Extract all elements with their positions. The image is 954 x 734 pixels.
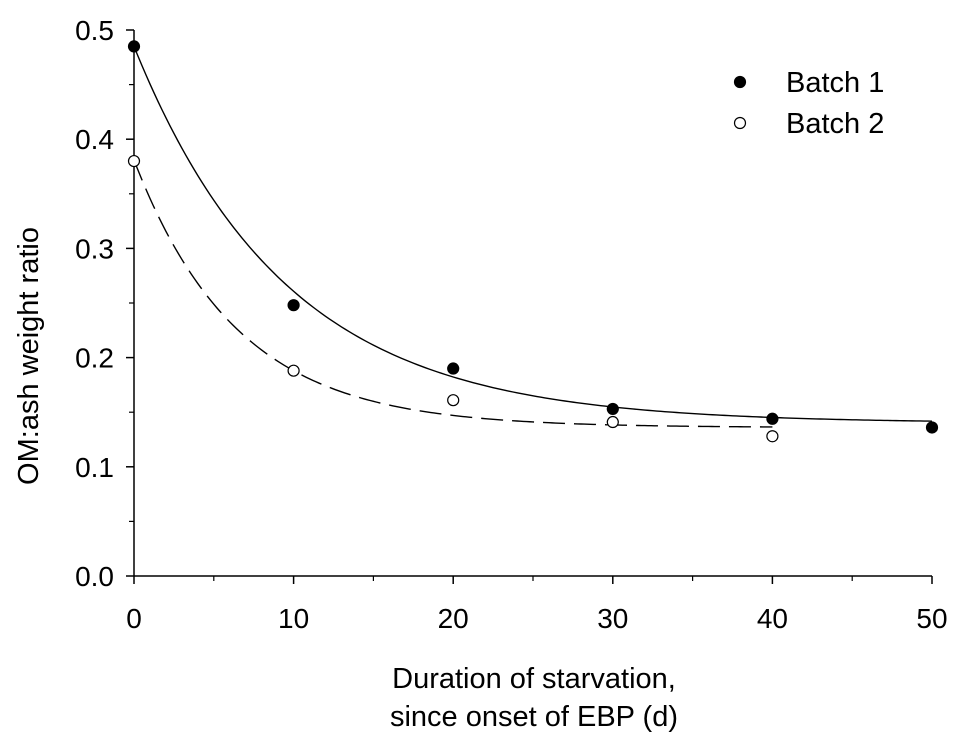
- data-point-series-2: [606, 415, 619, 429]
- x-tick-label: 20: [438, 603, 469, 634]
- x-axis-label-line-2: since onset of EBP (d): [390, 701, 678, 733]
- data-point-series-2: [127, 154, 141, 168]
- data-point-series-1: [127, 40, 141, 53]
- x-tick-label: 10: [278, 603, 309, 634]
- y-tick-label: 0.4: [75, 124, 114, 155]
- x-ticks: 0 10 20 30 40 50: [126, 576, 948, 634]
- fit-line-series-2: [133, 159, 773, 428]
- y-tick-label: 0.5: [75, 15, 114, 46]
- y-axis-label: OM:ash weight ratio: [13, 227, 45, 485]
- y-tick-label: 0.0: [75, 561, 114, 592]
- y-tick-label: 0.3: [75, 233, 114, 264]
- fit-line-series-1: [133, 46, 933, 422]
- data-point-series-2: [766, 430, 779, 443]
- x-tick-label: 40: [757, 603, 788, 634]
- data-point-series-1: [766, 412, 779, 425]
- x-tick-label: 0: [126, 603, 142, 634]
- legend-marker-batch-1: [733, 75, 747, 89]
- y-tick-label: 0.2: [75, 343, 114, 374]
- data-point-series-1: [287, 299, 300, 312]
- y-ticks: 0.0 0.1 0.2 0.3 0.4 0.5: [75, 15, 134, 592]
- data-point-series-1: [925, 421, 939, 434]
- fit-lines: [133, 46, 933, 428]
- legend-marker-batch-2: [733, 116, 747, 130]
- data-points: [127, 40, 939, 443]
- legend-label-batch-2: Batch 2: [786, 108, 884, 140]
- data-point-series-1: [447, 362, 460, 375]
- data-point-series-2: [287, 364, 300, 377]
- x-tick-label: 30: [597, 603, 628, 634]
- y-tick-label: 0.1: [75, 452, 114, 483]
- legend-label-batch-1: Batch 1: [786, 67, 884, 99]
- data-point-series-1: [606, 402, 619, 416]
- plot-area: 0.0 0.1 0.2 0.3 0.4 0.5 0 10 20 30 40 50: [75, 15, 948, 634]
- x-axis-label-line-1: Duration of starvation,: [392, 663, 676, 695]
- legend: Batch 1 Batch 2: [733, 67, 884, 140]
- x-tick-label: 50: [916, 603, 947, 634]
- data-point-series-2: [447, 394, 460, 407]
